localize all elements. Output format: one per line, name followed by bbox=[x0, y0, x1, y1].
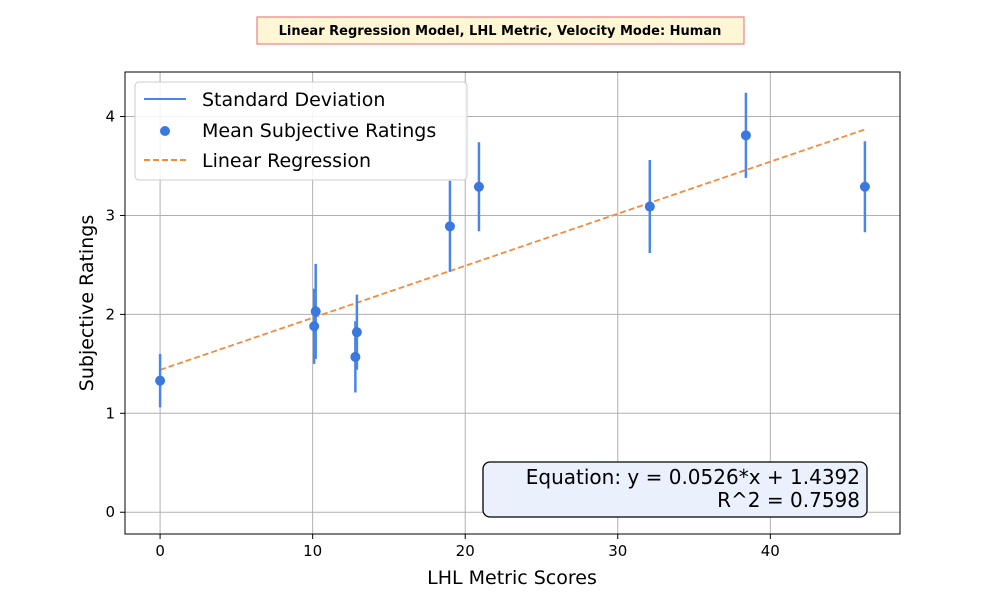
chart-title-box: Linear Regression Model, LHL Metric, Vel… bbox=[256, 16, 745, 45]
data-point bbox=[309, 321, 320, 332]
y-tick-label: 4 bbox=[105, 108, 115, 126]
x-tick-label: 30 bbox=[608, 542, 627, 560]
y-axis-ticks: 0 1 2 3 4 bbox=[105, 108, 125, 521]
legend-box bbox=[134, 81, 468, 181]
legend: Standard Deviation Mean Subjective Ratin… bbox=[134, 81, 468, 181]
chart-title: Linear Regression Model, LHL Metric, Vel… bbox=[279, 24, 722, 39]
regression-layer bbox=[159, 128, 866, 371]
x-axis-ticks: 0 10 20 30 40 bbox=[155, 534, 780, 560]
legend-std-label: Standard Deviation bbox=[202, 89, 385, 111]
data-points bbox=[155, 130, 870, 386]
x-tick-label: 10 bbox=[303, 542, 322, 560]
data-point bbox=[644, 201, 655, 212]
legend-mean-label: Mean Subjective Ratings bbox=[202, 120, 436, 142]
x-tick-label: 40 bbox=[761, 542, 780, 560]
plot-frame bbox=[124, 71, 901, 535]
regression-line bbox=[159, 128, 866, 371]
x-tick-label: 0 bbox=[155, 542, 165, 560]
data-point bbox=[740, 130, 751, 141]
data-point bbox=[444, 221, 455, 232]
data-point bbox=[351, 327, 362, 338]
data-point bbox=[859, 181, 870, 192]
data-point bbox=[310, 306, 321, 317]
y-tick-label: 3 bbox=[105, 206, 115, 224]
equation-text: Equation: y = 0.0526*x + 1.4392 bbox=[526, 465, 860, 489]
x-axis-label: LHL Metric Scores bbox=[427, 567, 597, 589]
y-axis-label: Subjective Ratings bbox=[76, 215, 98, 391]
data-point bbox=[155, 375, 166, 386]
equation-box bbox=[482, 461, 868, 518]
data-point bbox=[473, 181, 484, 192]
legend-regression-label: Linear Regression bbox=[202, 150, 371, 172]
data-point bbox=[350, 351, 361, 362]
y-tick-label: 0 bbox=[105, 503, 115, 521]
r-squared-text: R^2 = 0.7598 bbox=[717, 488, 860, 512]
title-background bbox=[256, 16, 745, 45]
y-tick-label: 1 bbox=[105, 404, 115, 422]
y-tick-label: 2 bbox=[105, 305, 115, 323]
legend-mean-swatch bbox=[160, 126, 170, 136]
x-tick-label: 20 bbox=[456, 542, 475, 560]
equation-annotation: Equation: y = 0.0526*x + 1.4392 R^2 = 0.… bbox=[482, 461, 868, 518]
